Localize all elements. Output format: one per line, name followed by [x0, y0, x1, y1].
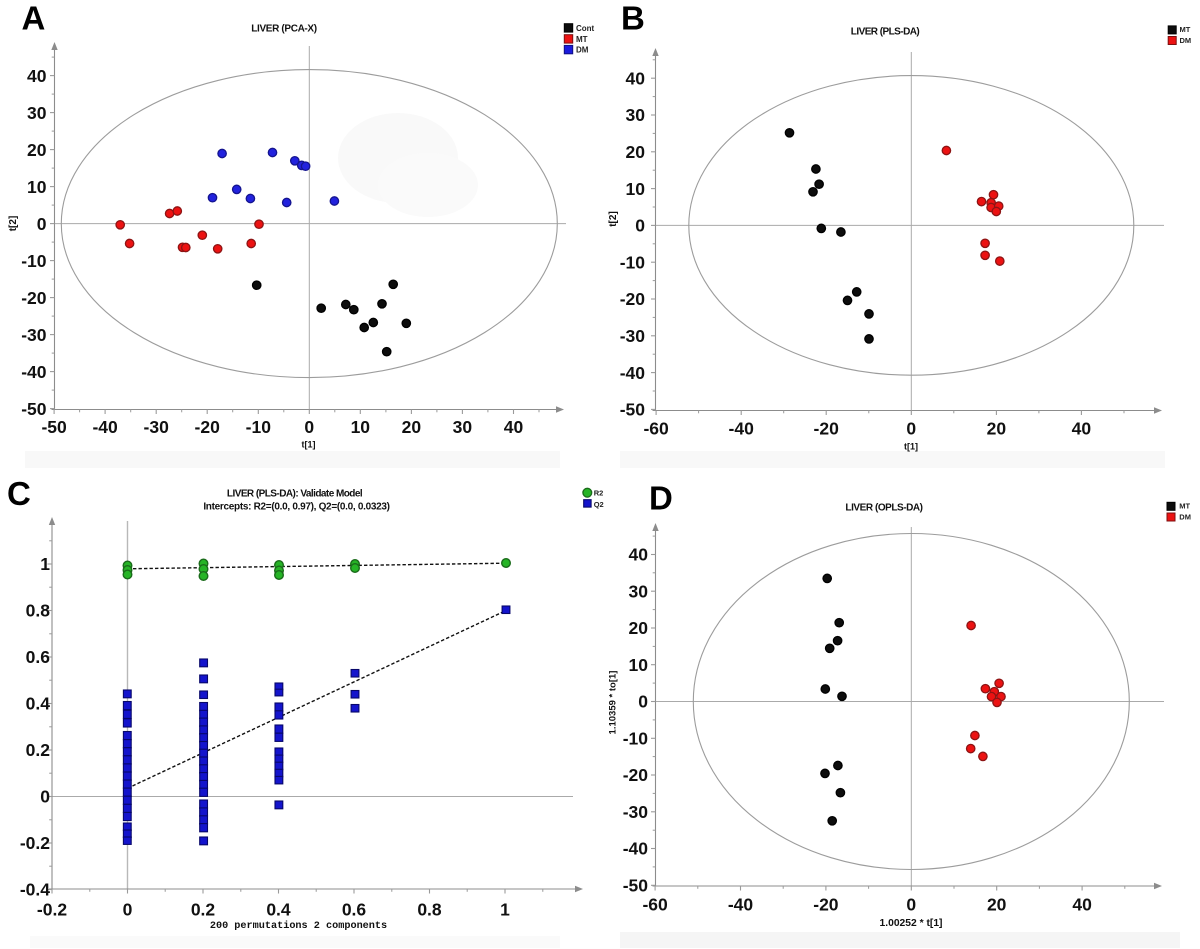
svg-text:-30: -30 — [623, 802, 649, 822]
svg-text:-30: -30 — [21, 325, 47, 345]
svg-text:0.8: 0.8 — [26, 601, 51, 621]
svg-text:LIVER (OPLS-DA): LIVER (OPLS-DA) — [845, 503, 922, 514]
svg-text:t[2]: t[2] — [8, 216, 19, 232]
svg-text:-50: -50 — [21, 399, 47, 419]
svg-text:-20: -20 — [623, 765, 649, 785]
svg-text:-20: -20 — [21, 288, 47, 308]
svg-text:DM: DM — [1180, 36, 1192, 45]
svg-text:20: 20 — [987, 419, 1007, 439]
svg-text:-40: -40 — [728, 895, 754, 915]
svg-text:-0.4: -0.4 — [20, 880, 50, 900]
svg-text:1.10359 * to[1]: 1.10359 * to[1] — [608, 671, 619, 735]
svg-text:40: 40 — [27, 66, 47, 86]
svg-text:DM: DM — [1179, 513, 1191, 522]
svg-text:-10: -10 — [246, 417, 272, 437]
svg-text:-40: -40 — [92, 417, 118, 437]
svg-text:Intercepts: R2=(0.0, 0.97), Q2: Intercepts: R2=(0.0, 0.97), Q2=(0.0, 0.0… — [203, 502, 389, 513]
svg-text:-20: -20 — [195, 417, 221, 437]
svg-text:10: 10 — [351, 417, 371, 437]
svg-text:-50: -50 — [620, 400, 646, 420]
svg-text:0: 0 — [304, 417, 314, 437]
svg-text:1: 1 — [500, 900, 510, 920]
svg-text:0.6: 0.6 — [26, 647, 51, 667]
svg-text:30: 30 — [27, 103, 47, 123]
svg-text:-10: -10 — [21, 251, 47, 271]
svg-text:t[1]: t[1] — [904, 442, 918, 452]
svg-text:40: 40 — [1072, 419, 1092, 439]
svg-text:LIVER (PLS-DA): Validate Model: LIVER (PLS-DA): Validate Model — [227, 489, 363, 500]
svg-text:20: 20 — [626, 142, 646, 162]
svg-text:0: 0 — [638, 692, 648, 712]
svg-text:-30: -30 — [620, 326, 646, 346]
svg-text:-60: -60 — [643, 419, 669, 439]
svg-text:0.6: 0.6 — [342, 900, 367, 920]
svg-text:20: 20 — [402, 417, 422, 437]
svg-text:10: 10 — [626, 179, 646, 199]
svg-text:MT: MT — [576, 35, 588, 44]
svg-text:0: 0 — [635, 216, 645, 236]
svg-text:0.2: 0.2 — [191, 900, 216, 920]
svg-text:40: 40 — [1072, 895, 1092, 915]
svg-text:20: 20 — [27, 140, 47, 160]
svg-text:40: 40 — [504, 417, 524, 437]
svg-text:MT: MT — [1180, 25, 1191, 34]
svg-text:-10: -10 — [623, 729, 649, 749]
svg-text:-40: -40 — [21, 362, 47, 382]
svg-text:D: D — [649, 480, 673, 517]
svg-text:-30: -30 — [144, 417, 170, 437]
svg-text:-20: -20 — [620, 289, 646, 309]
svg-text:0.8: 0.8 — [417, 900, 442, 920]
svg-text:-50: -50 — [623, 876, 649, 896]
svg-text:0: 0 — [906, 895, 916, 915]
svg-text:B: B — [621, 0, 645, 37]
svg-text:Cont: Cont — [576, 24, 595, 33]
svg-text:-60: -60 — [642, 895, 668, 915]
svg-text:LIVER (PLS-DA): LIVER (PLS-DA) — [851, 27, 920, 38]
svg-text:1: 1 — [40, 554, 50, 574]
svg-text:MT: MT — [1179, 502, 1190, 511]
svg-text:-20: -20 — [814, 419, 840, 439]
svg-text:t[1]: t[1] — [302, 440, 316, 450]
svg-text:30: 30 — [629, 581, 649, 601]
svg-text:1.00252 * t[1]: 1.00252 * t[1] — [880, 918, 943, 929]
svg-text:20: 20 — [629, 618, 649, 638]
svg-text:DM: DM — [576, 46, 589, 55]
svg-text:0.2: 0.2 — [26, 740, 51, 760]
svg-text:Q2: Q2 — [594, 500, 604, 509]
svg-text:-0.2: -0.2 — [37, 900, 67, 920]
svg-text:-40: -40 — [729, 419, 755, 439]
svg-text:0: 0 — [123, 900, 133, 920]
svg-text:40: 40 — [626, 68, 646, 88]
svg-text:-50: -50 — [41, 417, 67, 437]
svg-text:0: 0 — [906, 419, 916, 439]
svg-text:0.4: 0.4 — [266, 900, 291, 920]
svg-text:0: 0 — [37, 214, 47, 234]
svg-text:30: 30 — [626, 105, 646, 125]
svg-text:30: 30 — [453, 417, 473, 437]
svg-text:t[2]: t[2] — [608, 211, 619, 227]
svg-text:-40: -40 — [620, 363, 646, 383]
svg-text:-20: -20 — [813, 895, 839, 915]
svg-text:200 permutations 2 components: 200 permutations 2 components — [210, 920, 387, 932]
svg-text:-40: -40 — [623, 839, 649, 859]
svg-text:-10: -10 — [620, 252, 646, 272]
svg-text:10: 10 — [27, 177, 47, 197]
svg-text:LIVER (PCA-X): LIVER (PCA-X) — [251, 24, 316, 35]
svg-text:A: A — [22, 0, 46, 37]
svg-text:0.4: 0.4 — [26, 694, 51, 714]
svg-text:R2: R2 — [594, 489, 604, 498]
svg-text:-0.2: -0.2 — [20, 833, 50, 853]
svg-text:C: C — [7, 475, 31, 512]
svg-text:20: 20 — [987, 895, 1007, 915]
svg-text:10: 10 — [629, 655, 649, 675]
svg-text:40: 40 — [629, 545, 649, 565]
svg-text:0: 0 — [40, 787, 50, 807]
